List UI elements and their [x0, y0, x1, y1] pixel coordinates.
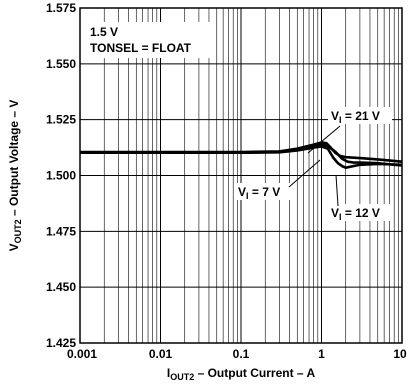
x-axis-title-main: I: [167, 366, 170, 380]
y-tick-label: 1.475: [46, 224, 76, 238]
series-label-bg: [328, 107, 392, 124]
x-tick-label: 10: [393, 347, 407, 361]
series-label-rest: = 12 V: [342, 206, 380, 220]
y-tick-label: 1.500: [46, 169, 76, 183]
y-axis-title-rest: – Output Voltage – V: [7, 100, 21, 220]
series-label-rest: = 21 V: [342, 109, 380, 123]
x-tick-label: 0.1: [233, 347, 250, 361]
annotation-box: [85, 22, 210, 58]
series-label-leader: [335, 174, 339, 207]
y-axis-title: VOUT2 – Output Voltage – V: [7, 100, 23, 252]
series-label-bg: [235, 183, 292, 200]
y-axis-title-main: V: [7, 243, 21, 251]
y-tick-label: 1.425: [46, 336, 76, 350]
x-tick-labels: 0.001 0.01 0.1 1 10: [67, 347, 407, 361]
series-label: VI = 7 V: [238, 185, 280, 201]
x-axis-title-sub: OUT2: [170, 372, 194, 382]
x-tick-label: 0.001: [67, 347, 97, 361]
series-label-main: V: [238, 185, 246, 199]
series-layer: [80, 141, 403, 169]
plot-frame: [79, 7, 403, 344]
series-label-main: V: [331, 206, 339, 220]
series-label-leader: [288, 159, 321, 188]
series-label-rest: = 7 V: [249, 185, 281, 199]
series-line: [80, 143, 403, 167]
series-label-sub: I: [246, 191, 249, 201]
series-labels: VI = 21 VVI = 7 VVI = 12 V: [235, 107, 392, 222]
x-tick-label: 1: [318, 347, 325, 361]
series-label-leader: [307, 125, 341, 154]
x-axis-title-rest: – Output Current – A: [194, 366, 315, 380]
y-tick-label: 1.525: [46, 113, 76, 127]
annotation-voltage: 1.5 V: [90, 25, 118, 39]
series-label-main: V: [331, 109, 339, 123]
y-tick-labels: 1.425 1.450 1.475 1.500 1.525 1.550 1.575: [46, 1, 76, 350]
x-tick-label: 0.01: [149, 347, 173, 361]
series-label-sub: I: [339, 115, 342, 125]
series-label-bg: [328, 204, 392, 221]
y-tick-label: 1.450: [46, 280, 76, 294]
series-label: VI = 12 V: [331, 206, 380, 222]
y-tick-label: 1.575: [46, 1, 76, 15]
y-axis-title-sub: OUT2: [13, 219, 23, 243]
annotation-tonsel: TONSEL = FLOAT: [90, 41, 192, 55]
x-axis-title: IOUT2 – Output Current – A: [167, 366, 316, 382]
series-label-sub: I: [339, 212, 342, 222]
y-tick-label: 1.550: [46, 57, 76, 71]
series-label: VI = 21 V: [331, 109, 380, 125]
